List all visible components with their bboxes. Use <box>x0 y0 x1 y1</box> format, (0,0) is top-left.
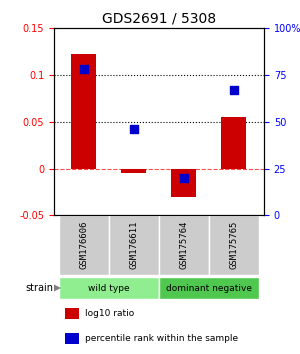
Text: wild type: wild type <box>88 284 130 293</box>
Text: dominant negative: dominant negative <box>166 284 252 293</box>
Bar <box>59 215 109 275</box>
Bar <box>109 215 159 275</box>
Text: GSM175764: GSM175764 <box>179 221 188 269</box>
Bar <box>64 308 79 319</box>
Point <box>82 67 86 72</box>
Bar <box>59 277 159 299</box>
Point <box>232 87 236 93</box>
Bar <box>71 53 97 169</box>
Bar <box>221 117 247 169</box>
Point <box>132 126 136 132</box>
Text: log10 ratio: log10 ratio <box>85 309 135 318</box>
Text: GSM176611: GSM176611 <box>130 221 139 269</box>
Text: strain: strain <box>25 283 53 293</box>
Bar <box>159 277 259 299</box>
Text: GSM175765: GSM175765 <box>230 221 238 269</box>
Bar <box>64 333 79 344</box>
Text: GSM176606: GSM176606 <box>80 221 88 269</box>
Bar <box>209 215 259 275</box>
Point <box>182 175 186 181</box>
Title: GDS2691 / 5308: GDS2691 / 5308 <box>102 12 216 26</box>
Text: percentile rank within the sample: percentile rank within the sample <box>85 334 238 343</box>
Bar <box>172 169 197 196</box>
Bar <box>122 169 146 173</box>
Bar <box>159 215 209 275</box>
